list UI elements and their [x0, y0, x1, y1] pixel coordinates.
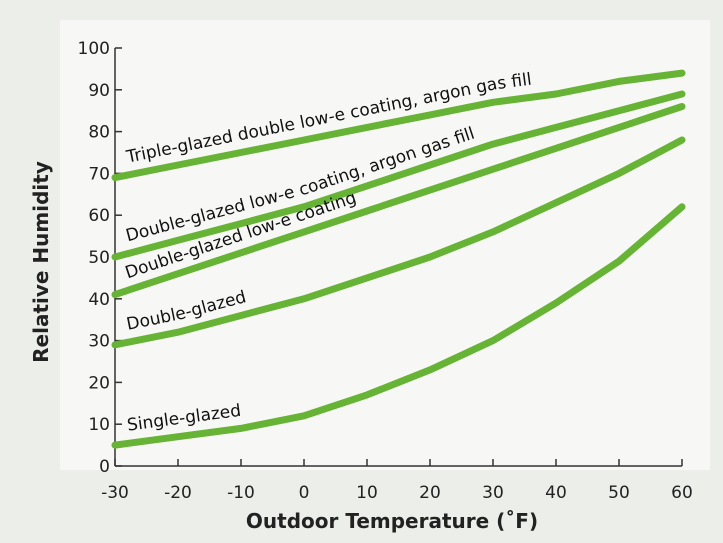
y-tick-label: 20 — [88, 373, 110, 393]
x-tick-label: -10 — [227, 483, 255, 503]
x-tick-label: 0 — [299, 483, 310, 503]
x-axis-title: Outdoor Temperature (˚F) — [246, 509, 538, 533]
y-tick-label: 10 — [88, 415, 110, 435]
y-tick-label: 30 — [88, 332, 110, 352]
x-tick-label: 10 — [356, 483, 378, 503]
y-tick-label: 0 — [99, 457, 110, 477]
x-tick-label: 30 — [482, 483, 504, 503]
series-line — [111, 69, 686, 182]
y-tick-label: 80 — [88, 123, 110, 143]
series-line — [111, 90, 686, 261]
x-tick-label: 40 — [545, 483, 567, 503]
x-tick-label: 20 — [419, 483, 441, 503]
y-tick-label: 60 — [88, 206, 110, 226]
y-tick-label: 70 — [88, 164, 110, 184]
x-tick-label: -20 — [164, 483, 192, 503]
y-tick-label: 40 — [88, 290, 110, 310]
series-line — [111, 203, 686, 449]
series-line — [111, 103, 686, 299]
series-line — [111, 136, 686, 349]
y-tick-label: 100 — [78, 39, 110, 59]
y-tick-label: 50 — [88, 248, 110, 268]
y-axis-title: Relative Humidity — [29, 161, 53, 363]
x-tick-label: 60 — [671, 483, 693, 503]
x-tick-label: 50 — [608, 483, 630, 503]
y-tick-label: 90 — [88, 81, 110, 101]
x-tick-label: -30 — [101, 483, 129, 503]
